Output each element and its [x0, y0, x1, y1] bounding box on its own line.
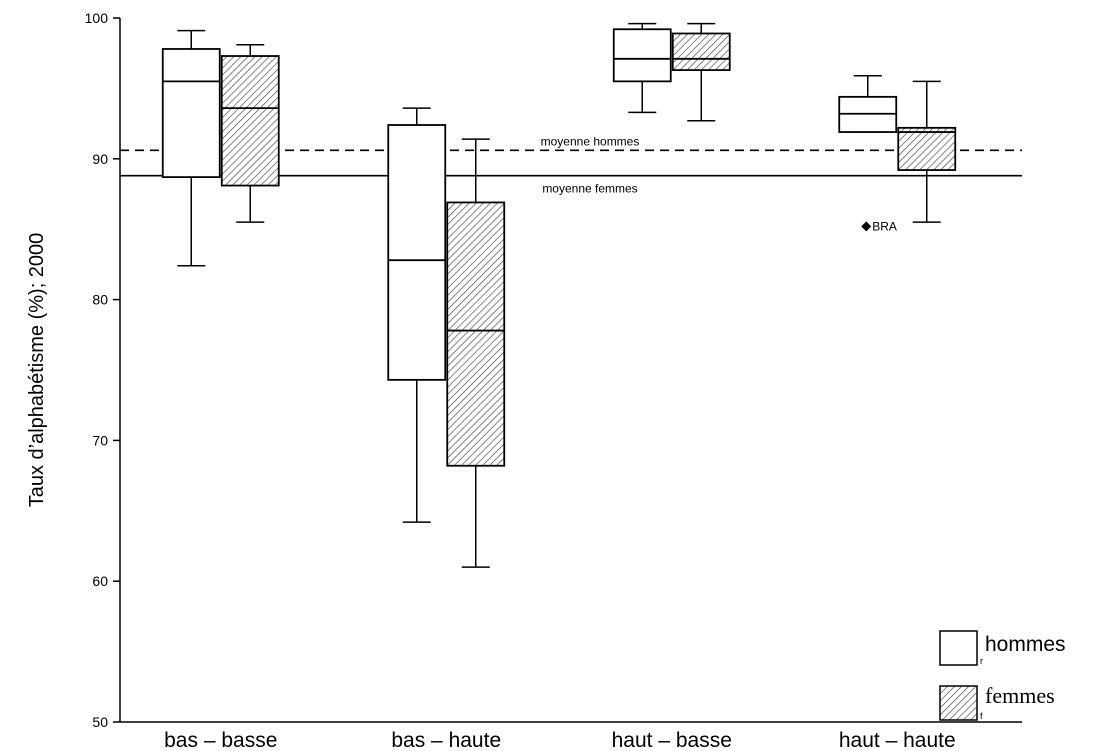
- y-axis-title: Taux d’alphabétisme (%); 2000: [26, 233, 48, 508]
- y-tick-label: 50: [92, 714, 108, 730]
- legend-item-hommes: r hommes: [939, 630, 1066, 666]
- outlier-marker: [861, 221, 872, 232]
- outliers: BRA: [861, 219, 897, 233]
- legend-label-femmes: femmes: [985, 683, 1055, 708]
- box-femmes: [897, 80, 957, 223]
- box-femmes: [671, 22, 731, 122]
- x-tick-label: haut – basse: [612, 729, 732, 751]
- outlier-point: BRA: [861, 219, 897, 233]
- box-hommes: [612, 22, 672, 114]
- y-tick-label: 100: [85, 10, 109, 26]
- reference-line-label: moyenne hommes: [541, 134, 640, 148]
- y-tick-label: 90: [92, 151, 108, 167]
- legend-swatch-femmes: [939, 685, 978, 721]
- x-tick-label: haut – haute: [839, 729, 956, 751]
- y-tick-label: 80: [92, 292, 108, 308]
- box-body: [897, 126, 957, 171]
- box-body: [387, 124, 447, 381]
- box-body: [446, 201, 506, 467]
- box-femmes: [220, 44, 280, 223]
- legend-label-hommes: hommes: [985, 633, 1066, 656]
- legend: r hommes f femmes: [939, 630, 1066, 721]
- box-body: [612, 28, 672, 83]
- x-tick-label: bas – basse: [164, 729, 277, 751]
- box-hommes: [387, 107, 447, 523]
- reference-line-label: moyenne femmes: [542, 182, 637, 196]
- legend-marker-hommes: r: [980, 656, 983, 666]
- y-tick-label: 70: [92, 432, 108, 448]
- outlier-label: BRA: [872, 219, 897, 233]
- y-tick-label: 60: [92, 573, 108, 589]
- box-hommes: [838, 74, 898, 133]
- x-tick-label: bas – haute: [391, 729, 501, 751]
- box-body: [671, 32, 731, 71]
- x-tick-labels: bas – basse bas – haute haut – basse haut –…: [164, 729, 956, 751]
- boxes: [161, 22, 957, 568]
- axes: [119, 18, 1022, 723]
- legend-item-femmes: f femmes: [939, 683, 1055, 721]
- box-femmes: [446, 138, 506, 568]
- y-ticks: 50 60 70 80 90 100: [85, 10, 120, 730]
- box-body: [161, 48, 221, 179]
- legend-swatch-hommes: [939, 630, 978, 666]
- legend-marker-femmes: f: [980, 711, 983, 721]
- reference-lines: moyenne hommes moyenne femmes: [120, 134, 1022, 196]
- box-body: [220, 55, 280, 187]
- box-hommes: [161, 29, 221, 267]
